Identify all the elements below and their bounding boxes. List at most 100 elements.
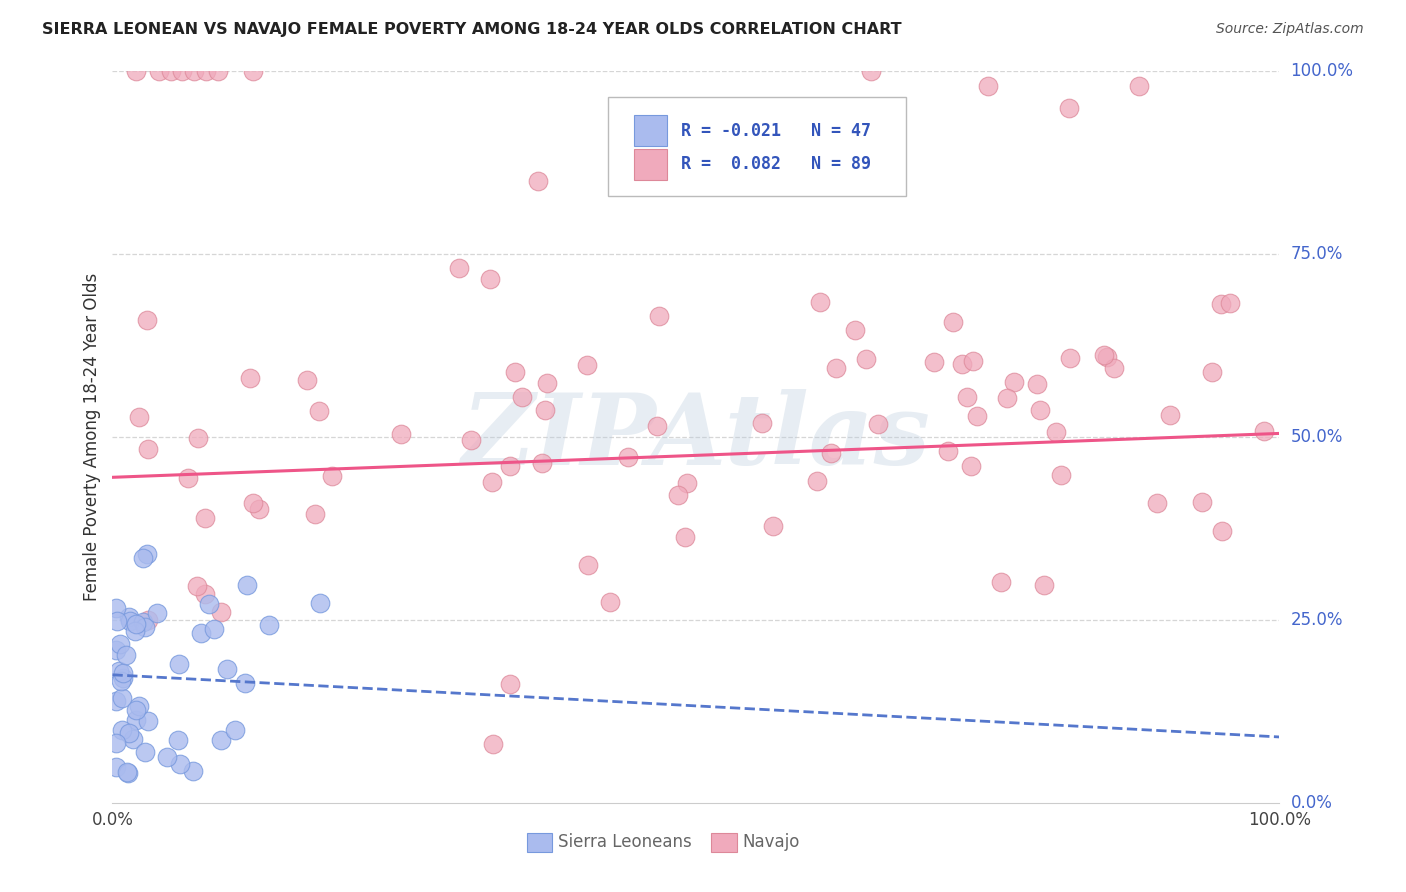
Point: [1026, 376, 1049, 391]
Point: [111, 672, 134, 686]
Point: [138, 714, 160, 728]
Point: [676, 476, 699, 491]
Point: [239, 371, 262, 385]
Point: [1159, 408, 1181, 422]
Point: [824, 361, 846, 376]
FancyBboxPatch shape: [711, 833, 737, 852]
Point: [321, 468, 343, 483]
Point: [242, 64, 264, 78]
Y-axis label: Female Poverty Among 18-24 Year Olds: Female Poverty Among 18-24 Year Olds: [83, 273, 101, 601]
Point: [481, 475, 503, 490]
Point: [1029, 403, 1052, 417]
Point: [183, 64, 205, 78]
Point: [530, 457, 553, 471]
Point: [855, 352, 877, 367]
Point: [1201, 365, 1223, 379]
Point: [950, 357, 973, 371]
Text: 0.0%: 0.0%: [1291, 794, 1333, 812]
Point: [136, 442, 159, 456]
Point: [190, 626, 212, 640]
Point: [194, 511, 217, 525]
Point: [482, 737, 505, 751]
FancyBboxPatch shape: [527, 833, 553, 852]
Point: [209, 733, 232, 747]
Point: [194, 64, 217, 78]
Point: [202, 622, 225, 636]
Point: [247, 502, 270, 516]
Point: [647, 419, 669, 434]
Point: [107, 614, 129, 628]
Point: [460, 433, 482, 447]
Text: ZIPAtlas: ZIPAtlas: [461, 389, 931, 485]
Point: [110, 673, 132, 688]
Point: [844, 323, 866, 337]
Point: [242, 496, 264, 510]
Point: [118, 725, 141, 739]
Point: [132, 615, 155, 629]
Point: [148, 64, 170, 78]
Point: [617, 450, 640, 465]
Point: [1059, 101, 1081, 115]
Point: [962, 354, 984, 368]
Point: [936, 444, 959, 458]
Point: [536, 376, 558, 391]
Point: [172, 64, 194, 78]
Point: [125, 64, 148, 78]
Point: [499, 677, 522, 691]
Point: [1092, 347, 1115, 361]
Point: [104, 694, 127, 708]
Point: [156, 750, 179, 764]
Text: 100.0%: 100.0%: [1291, 62, 1354, 80]
Point: [942, 315, 965, 329]
Point: [1211, 524, 1233, 539]
Point: [224, 723, 246, 738]
Point: [576, 558, 599, 572]
Point: [134, 620, 156, 634]
Point: [104, 736, 127, 750]
Text: 50.0%: 50.0%: [1291, 428, 1343, 446]
Point: [648, 309, 671, 323]
Point: [136, 614, 159, 628]
Point: [104, 643, 127, 657]
Point: [136, 547, 159, 561]
Point: [233, 675, 256, 690]
Point: [1059, 351, 1081, 365]
Point: [111, 691, 134, 706]
Point: [1104, 361, 1126, 376]
Point: [510, 391, 533, 405]
Point: [166, 732, 188, 747]
Text: 75.0%: 75.0%: [1291, 245, 1343, 263]
Point: [198, 597, 221, 611]
Point: [820, 445, 842, 459]
Point: [308, 596, 330, 610]
Point: [808, 295, 831, 310]
Point: [177, 471, 200, 485]
Point: [187, 432, 209, 446]
Point: [125, 702, 148, 716]
Point: [160, 64, 183, 78]
Point: [132, 551, 155, 566]
Text: 25.0%: 25.0%: [1291, 611, 1343, 629]
Point: [125, 616, 148, 631]
Point: [124, 624, 146, 639]
Point: [599, 595, 621, 609]
Text: Sierra Leoneans: Sierra Leoneans: [558, 832, 692, 851]
Point: [860, 64, 883, 78]
Point: [1191, 495, 1213, 509]
Point: [499, 459, 522, 474]
Point: [922, 355, 945, 369]
Point: [105, 760, 128, 774]
Point: [762, 519, 785, 533]
Point: [1219, 296, 1241, 310]
Point: [181, 764, 204, 778]
Point: [1253, 424, 1275, 438]
Point: [956, 390, 979, 404]
Point: [128, 699, 150, 714]
Point: [478, 271, 501, 285]
Point: [118, 610, 141, 624]
Text: Navajo: Navajo: [742, 832, 800, 851]
Point: [209, 605, 232, 619]
Point: [104, 601, 127, 615]
Text: Source: ZipAtlas.com: Source: ZipAtlas.com: [1216, 22, 1364, 37]
Point: [990, 575, 1012, 590]
